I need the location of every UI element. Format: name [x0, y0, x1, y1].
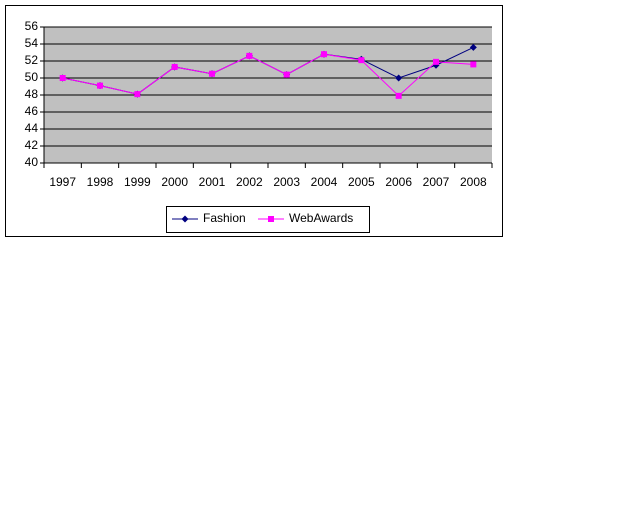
legend-marker — [181, 215, 189, 223]
x-tick-label: 2006 — [385, 175, 412, 189]
y-tick-label: 42 — [25, 138, 39, 152]
y-tick-label: 50 — [25, 70, 39, 84]
y-tick-label: 44 — [25, 121, 39, 135]
x-tick-label: 2000 — [161, 175, 188, 189]
marker — [469, 43, 477, 51]
x-tick-label: 1999 — [124, 175, 151, 189]
y-tick-label: 46 — [25, 104, 39, 118]
x-tick-label: 2003 — [273, 175, 300, 189]
x-tick-label: 1997 — [49, 175, 76, 189]
marker — [171, 63, 178, 70]
marker — [395, 74, 403, 82]
marker — [209, 70, 215, 77]
x-tick-label: 2004 — [311, 175, 338, 189]
y-tick-label: 52 — [25, 53, 39, 67]
series-line — [62, 53, 474, 97]
marker — [470, 61, 477, 68]
marker — [97, 82, 103, 89]
marker — [358, 57, 365, 64]
legend-marker — [268, 216, 274, 222]
marker — [134, 91, 141, 98]
marker — [246, 52, 253, 59]
marker — [283, 71, 290, 78]
x-tick-label: 2007 — [423, 175, 450, 189]
x-tick-label: 2008 — [460, 175, 487, 189]
marker — [59, 75, 66, 81]
marker — [321, 51, 327, 58]
x-tick-label: 2005 — [348, 175, 375, 189]
y-tick-label: 56 — [25, 19, 39, 33]
y-tick-label: 40 — [25, 155, 39, 169]
legend-label: WebAwards — [289, 211, 353, 225]
marker — [433, 58, 439, 65]
y-tick-label: 48 — [25, 87, 39, 101]
x-tick-label: 1998 — [87, 175, 114, 189]
x-tick-label: 2001 — [199, 175, 226, 189]
marker — [395, 92, 402, 99]
x-tick-label: 2002 — [236, 175, 263, 189]
y-tick-label: 54 — [25, 36, 39, 50]
legend-label: Fashion — [203, 211, 246, 225]
